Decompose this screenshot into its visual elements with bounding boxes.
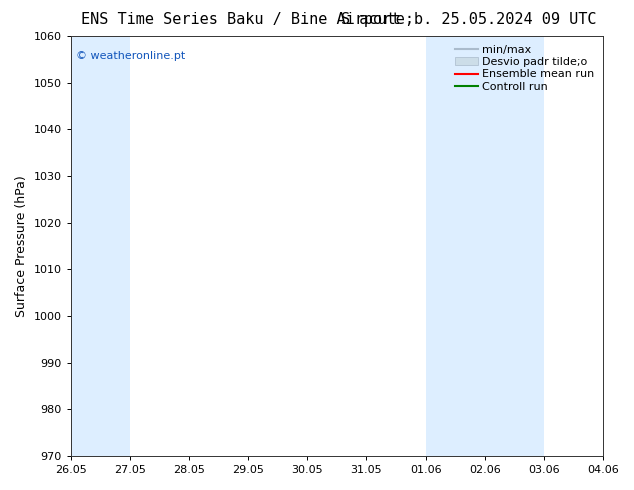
Bar <box>485 36 544 456</box>
Bar <box>425 36 485 456</box>
Text: © weatheronline.pt: © weatheronline.pt <box>76 51 185 61</box>
Bar <box>71 36 130 456</box>
Legend: min/max, Desvio padr tilde;o, Ensemble mean run, Controll run: min/max, Desvio padr tilde;o, Ensemble m… <box>452 42 598 95</box>
Bar <box>603 36 634 456</box>
Text: ENS Time Series Baku / Bine Airport: ENS Time Series Baku / Bine Airport <box>81 12 401 27</box>
Y-axis label: Surface Pressure (hPa): Surface Pressure (hPa) <box>15 175 28 317</box>
Text: S acute;b. 25.05.2024 09 UTC: S acute;b. 25.05.2024 09 UTC <box>342 12 597 27</box>
